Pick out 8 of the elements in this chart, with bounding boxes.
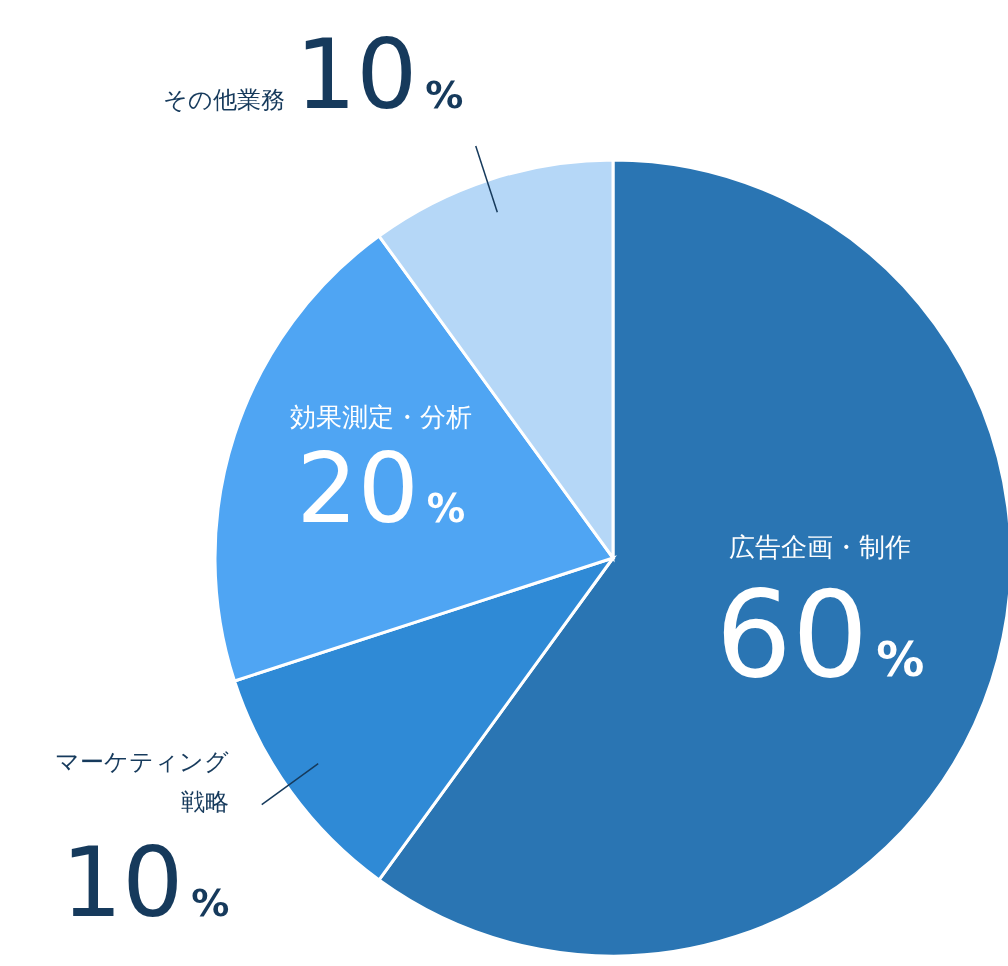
- data-label: 10%: [295, 18, 464, 131]
- data-label: 10%: [61, 827, 230, 940]
- slice-label: その他業務: [163, 85, 286, 114]
- slice-label: マーケティング戦略: [55, 748, 230, 817]
- slice-label: 広告企画・制作: [728, 531, 911, 562]
- data-label: 60%: [715, 564, 925, 704]
- data-label: 20%: [296, 433, 466, 546]
- slice-label: 効果測定・分析: [289, 402, 472, 433]
